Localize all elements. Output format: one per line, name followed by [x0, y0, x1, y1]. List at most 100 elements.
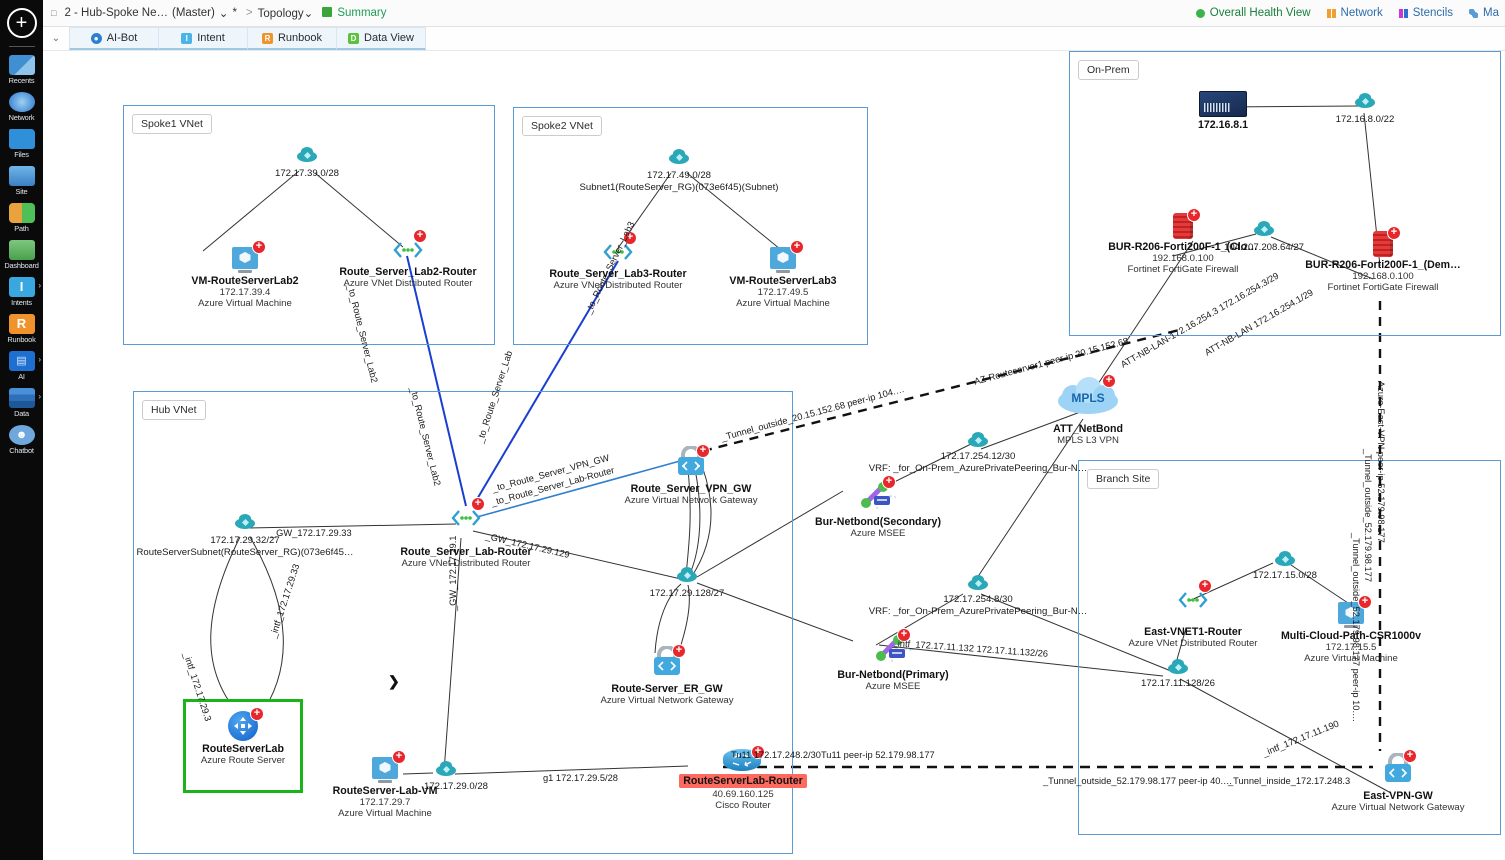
topology-canvas[interactable]: Spoke1 VNet Spoke2 VNet On-Prem Hub VNet… [43, 51, 1505, 860]
virtual-machine-icon [372, 757, 398, 779]
network-button[interactable]: Network [1326, 7, 1383, 19]
node-route-server-lab2-router[interactable]: Route_Server_Lab2-Router Azure VNet Dist… [288, 229, 528, 289]
node-title: RouteServerLab [202, 743, 284, 755]
add-button[interactable]: + [6, 8, 37, 38]
sidebar-item-recents[interactable]: Recents [0, 51, 43, 88]
stencils-icon [1398, 8, 1408, 18]
node-routeserverlab-router[interactable]: RouteServerLab-Router 40.69.160.125 Cisc… [623, 745, 863, 811]
chevron-right-icon[interactable]: › [38, 355, 41, 364]
node-type: Azure Virtual Machine [1304, 653, 1398, 664]
subnet-branch-11[interactable] [1168, 659, 1188, 674]
chevron-right-icon[interactable]: › [38, 281, 41, 290]
sidebar-item-site[interactable]: Site [0, 162, 43, 199]
distributed-router-icon [603, 244, 633, 260]
alert-badge-icon [882, 475, 896, 489]
node-bur-forti-clo[interactable]: BUR-R206-Forti200F-1_(Clo… 192.168.0.100… [1083, 208, 1283, 275]
node-title: RouteServerLab-Router [679, 774, 807, 788]
subnet-hub-29-0[interactable] [436, 761, 456, 776]
node-vm-routeserverlab3[interactable]: VM-RouteServerLab3 172.17.49.5 Azure Vir… [673, 240, 893, 309]
alert-badge-icon [1358, 595, 1372, 609]
tab-label: Intent [197, 32, 225, 44]
alert-badge-icon [252, 240, 266, 254]
tab-ai-bot[interactable]: ● AI-Bot [69, 27, 159, 50]
chevron-right-icon[interactable]: › [38, 392, 41, 401]
subnet-spoke1[interactable] [297, 147, 317, 162]
zone-branch[interactable]: Branch Site [1078, 460, 1501, 835]
sidebar-divider [8, 46, 35, 47]
breadcrumb-project[interactable]: 2 - Hub-Spoke Ne… [64, 7, 168, 19]
sidebar-item-dashboard[interactable]: Dashboard [0, 236, 43, 273]
alert-badge-icon [1403, 749, 1417, 763]
node-east-vnet1-router[interactable]: East-VNET1-Router Azure VNet Distributed… [1098, 579, 1288, 649]
node-onprem-switch[interactable]: 172.16.8.1 [1153, 91, 1293, 131]
tab-data-view[interactable]: D Data View [336, 27, 426, 50]
node-route-server-lab-router[interactable]: Route_Server_Lab-Router Azure VNet Distr… [346, 497, 586, 569]
zone-hub[interactable]: Hub VNet [133, 391, 793, 854]
node-route-server-vpn-gw[interactable]: Route_Server_VPN_GW Azure Virtual Networ… [571, 444, 811, 506]
node-title: Bur-Netbond(Secondary) [815, 516, 941, 528]
sidebar-item-intents[interactable]: I Intents › [0, 273, 43, 310]
node-type: Azure Route Server [200, 755, 286, 766]
stencils-button[interactable]: Stencils [1398, 7, 1454, 19]
node-ip: 192.168.0.100 [1152, 253, 1214, 264]
node-title: VM-RouteServerLab2 [191, 275, 299, 287]
subnet-branch-15[interactable] [1275, 551, 1295, 566]
breadcrumb-view[interactable]: Topology⌄ [257, 8, 314, 20]
subnet-spoke2[interactable] [669, 149, 689, 164]
zone-label-spoke2: Spoke2 VNet [522, 116, 602, 136]
node-route-server-lab3-router[interactable]: Route_Server_Lab3-Router Azure VNet Dist… [498, 231, 738, 291]
node-routeserver-lab-vm[interactable]: RouteServer-Lab-VM 172.17.29.7 Azure Vir… [275, 750, 495, 819]
expand-icon[interactable]: □ [51, 8, 57, 18]
node-route-server-er-gw[interactable]: Route-Server_ER_GW Azure Virtual Network… [547, 644, 787, 706]
node-title: BUR-R206-Forti200F-1_(Clo… [1108, 241, 1258, 253]
breadcrumb-master: (Master) [171, 7, 215, 19]
zone-spoke1[interactable]: Spoke1 VNet [123, 105, 495, 345]
overall-health-view-button[interactable]: Overall Health View [1195, 7, 1311, 19]
sidebar-item-label: Network [8, 113, 35, 122]
breadcrumb-summary[interactable]: Summary [337, 7, 387, 19]
distributed-router-icon [1178, 592, 1208, 608]
zone-onprem[interactable]: On-Prem [1069, 51, 1501, 336]
chevron-double-down-icon[interactable]: ⌄ [51, 33, 61, 44]
breadcrumb-caret-icon[interactable]: ⌄ [218, 8, 229, 20]
map-icon [1469, 8, 1479, 18]
tab-intent[interactable]: I Intent [158, 27, 248, 50]
subnet-hub-128[interactable] [677, 567, 697, 582]
node-routeserverlab[interactable]: RouteServerLab Azure Route Server [183, 707, 303, 766]
map-button[interactable]: Ma [1469, 7, 1499, 19]
subnet-label-vrf-12: 172.17.254.12/30 [940, 451, 1016, 462]
node-type: MPLS L3 VPN [1057, 435, 1119, 446]
subnet-cloud-icon [1168, 659, 1188, 674]
sidebar-item-runbook[interactable]: R Runbook [0, 310, 43, 347]
sidebar-item-data[interactable]: Data › [0, 384, 43, 421]
alert-badge-icon [623, 231, 637, 245]
node-ip: 172.17.29.7 [359, 797, 411, 808]
subnet-sublabel-spoke2: Subnet1(RouteServer_RG)(073e6f45)(Subnet… [579, 182, 779, 193]
node-multi-cloud-path-csr1000v[interactable]: Multi-Cloud-Path-CSR1000v 172.17.15.5 Az… [1221, 595, 1481, 664]
node-att-netbond[interactable]: MPLS ATT_NetBond MPLS L3 VPN [998, 374, 1178, 446]
subnet-hub-32[interactable] [235, 514, 255, 529]
node-vm-routeserverlab2[interactable]: VM-RouteServerLab2 172.17.39.4 Azure Vir… [135, 240, 355, 309]
node-bur-netbond-primary[interactable]: Bur-Netbond(Primary) Azure MSEE [798, 628, 988, 692]
collapse-arrow-icon[interactable]: ❯ [388, 673, 400, 689]
stencils-label: Stencils [1412, 7, 1454, 19]
subnet-onprem-8[interactable] [1355, 93, 1375, 108]
node-bur-netbond-secondary[interactable]: Bur-Netbond(Secondary) Azure MSEE [783, 475, 973, 539]
sidebar-item-chatbot[interactable]: ☻ Chatbot [0, 421, 43, 458]
node-title: Multi-Cloud-Path-CSR1000v [1280, 630, 1422, 642]
subnet-vrf-12[interactable] [968, 432, 988, 447]
subnet-label-hub-128: 172.17.29.128/27 [649, 588, 725, 599]
sidebar-item-path[interactable]: Path [0, 199, 43, 236]
node-east-vpn-gw[interactable]: East-VPN-GW Azure Virtual Network Gatewa… [1298, 749, 1498, 813]
tab-runbook[interactable]: R Runbook [247, 27, 337, 50]
subnet-vrf-8[interactable] [968, 575, 988, 590]
edge-label-gw-33: _GW_172.17.29.33 [271, 528, 352, 538]
sidebar-item-files[interactable]: Files [0, 125, 43, 162]
sidebar-item-ai[interactable]: ▤ AI › [0, 347, 43, 384]
zone-spoke2[interactable]: Spoke2 VNet [513, 107, 868, 345]
subnet-onprem-104[interactable] [1254, 221, 1274, 236]
subnet-label-spoke2: 172.17.49.0/28 [646, 170, 712, 181]
sidebar-item-network[interactable]: Network [0, 88, 43, 125]
node-bur-forti-dem[interactable]: BUR-R206-Forti200F-1_(Dem… 192.168.0.100… [1283, 226, 1483, 293]
zone-label-branch: Branch Site [1087, 469, 1160, 489]
